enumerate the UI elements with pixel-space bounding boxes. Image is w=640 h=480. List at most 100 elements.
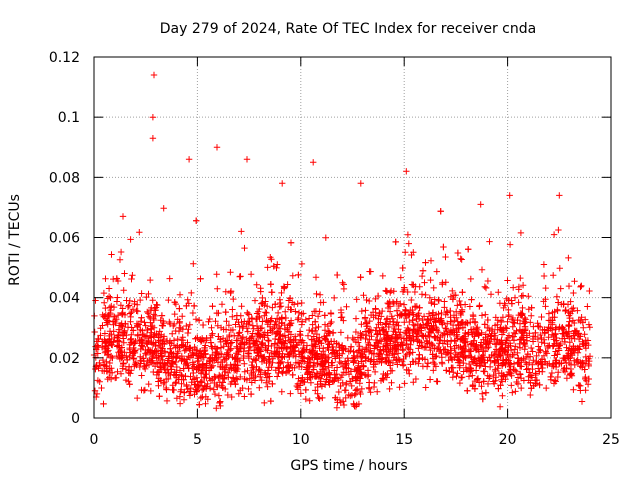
data-point bbox=[249, 364, 256, 371]
data-point bbox=[444, 340, 451, 348]
data-point bbox=[224, 349, 231, 357]
data-point bbox=[137, 326, 144, 334]
data-point bbox=[137, 337, 145, 344]
data-point bbox=[234, 351, 242, 358]
data-point bbox=[505, 311, 512, 319]
data-point bbox=[470, 337, 478, 344]
data-point bbox=[332, 394, 339, 401]
data-point bbox=[468, 296, 475, 303]
data-point bbox=[333, 364, 341, 371]
data-point bbox=[269, 304, 276, 311]
data-point bbox=[145, 313, 153, 320]
data-point bbox=[232, 355, 239, 362]
data-point bbox=[485, 344, 492, 351]
data-point bbox=[254, 330, 262, 337]
data-point bbox=[161, 379, 168, 386]
data-point bbox=[185, 156, 193, 163]
y-tick-label: 0.04 bbox=[49, 291, 80, 307]
data-point bbox=[425, 310, 433, 317]
data-point bbox=[181, 389, 188, 396]
data-point bbox=[483, 344, 491, 352]
data-point bbox=[119, 352, 126, 359]
data-point bbox=[188, 289, 195, 297]
data-point bbox=[281, 284, 288, 291]
data-point bbox=[383, 288, 391, 295]
data-point bbox=[107, 375, 115, 383]
data-point bbox=[524, 350, 531, 358]
data-point bbox=[296, 382, 304, 389]
data-point bbox=[312, 274, 320, 281]
data-point bbox=[224, 391, 231, 399]
data-point bbox=[252, 315, 260, 323]
data-point bbox=[262, 342, 269, 349]
data-point bbox=[352, 315, 360, 322]
data-point bbox=[135, 321, 143, 328]
data-point bbox=[103, 319, 110, 326]
data-point bbox=[370, 361, 377, 368]
data-point bbox=[565, 322, 572, 329]
data-point bbox=[184, 329, 192, 337]
data-point bbox=[418, 343, 426, 350]
data-point bbox=[241, 360, 248, 367]
data-point bbox=[105, 285, 113, 292]
data-point bbox=[465, 373, 473, 380]
data-point bbox=[222, 288, 229, 295]
data-point bbox=[525, 306, 532, 313]
data-point bbox=[241, 368, 248, 375]
data-point bbox=[418, 332, 426, 339]
data-point bbox=[191, 302, 198, 310]
data-point bbox=[116, 256, 124, 263]
data-point bbox=[343, 303, 350, 310]
data-point bbox=[549, 360, 557, 368]
data-point bbox=[554, 306, 561, 313]
data-point bbox=[180, 396, 188, 403]
data-point bbox=[545, 334, 552, 341]
data-point bbox=[237, 273, 244, 280]
data-point bbox=[532, 370, 539, 377]
data-point bbox=[570, 386, 577, 393]
data-point bbox=[194, 334, 201, 341]
data-point bbox=[538, 339, 545, 346]
data-point bbox=[496, 403, 504, 410]
data-point bbox=[339, 279, 346, 286]
data-point bbox=[572, 345, 579, 352]
data-point bbox=[357, 180, 364, 187]
chart-title: Day 279 of 2024, Rate Of TEC Index for r… bbox=[160, 21, 536, 37]
data-point bbox=[192, 316, 200, 323]
data-point bbox=[298, 299, 305, 307]
data-point bbox=[399, 358, 406, 365]
data-point bbox=[296, 330, 303, 338]
data-point bbox=[127, 236, 134, 243]
data-point bbox=[238, 318, 245, 326]
data-point bbox=[536, 381, 543, 389]
data-point bbox=[548, 369, 556, 377]
data-point bbox=[223, 340, 230, 347]
data-point bbox=[465, 246, 472, 253]
data-point bbox=[393, 319, 401, 326]
data-point bbox=[99, 311, 106, 319]
data-point bbox=[431, 360, 438, 368]
data-point bbox=[293, 342, 300, 349]
data-point bbox=[206, 375, 213, 382]
data-point bbox=[268, 364, 275, 371]
data-point bbox=[230, 295, 237, 303]
data-point bbox=[321, 381, 329, 388]
data-point bbox=[232, 321, 239, 328]
data-point bbox=[539, 326, 546, 334]
data-point bbox=[455, 322, 462, 329]
data-point bbox=[431, 301, 438, 308]
data-point bbox=[509, 323, 516, 330]
data-point bbox=[130, 340, 138, 347]
data-point bbox=[291, 347, 299, 354]
data-point bbox=[519, 304, 526, 312]
data-point bbox=[147, 359, 155, 366]
data-point bbox=[352, 373, 359, 380]
data-point bbox=[294, 316, 301, 323]
data-point bbox=[111, 313, 118, 320]
y-tick-label: 0.12 bbox=[49, 50, 80, 66]
data-point bbox=[142, 365, 149, 373]
data-point bbox=[214, 345, 221, 352]
data-point bbox=[435, 296, 442, 303]
data-point bbox=[129, 306, 137, 313]
data-point bbox=[392, 238, 399, 246]
